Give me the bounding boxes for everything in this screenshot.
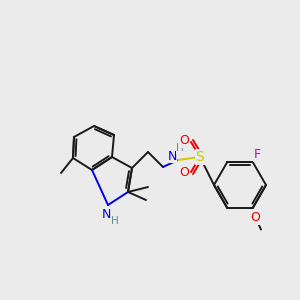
Text: O: O <box>179 167 189 179</box>
Text: F: F <box>254 148 261 161</box>
Text: H: H <box>176 143 184 153</box>
Text: O: O <box>250 211 260 224</box>
Text: H: H <box>111 216 119 226</box>
Text: O: O <box>179 134 189 148</box>
Text: N: N <box>101 208 111 221</box>
Text: S: S <box>196 150 204 164</box>
Text: methyl: methyl <box>149 185 154 186</box>
Text: N: N <box>167 149 177 163</box>
